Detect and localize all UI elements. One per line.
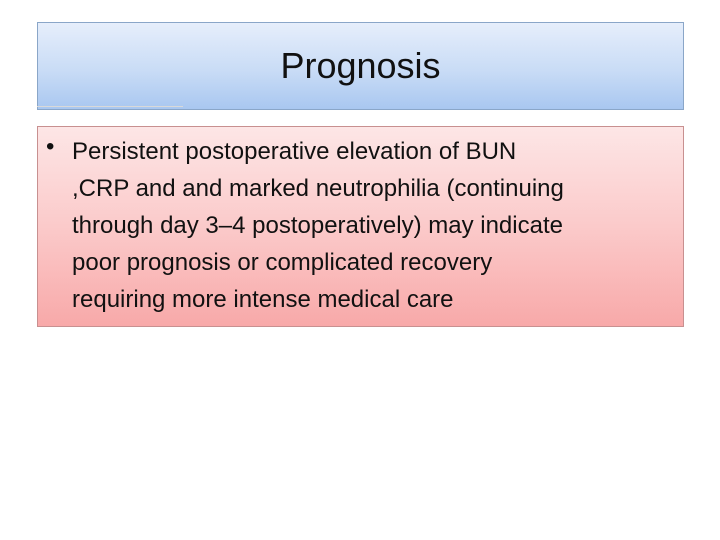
text-line: poor prognosis or complicated recovery bbox=[72, 249, 493, 276]
title-box: Prognosis bbox=[37, 22, 684, 110]
text-line: through day 3–4 postoperatively) may ind… bbox=[72, 212, 563, 239]
text-line: requiring more intense medical care bbox=[72, 286, 454, 313]
text-line: ,CRP and and marked neutrophilia (contin… bbox=[72, 175, 564, 202]
title: Prognosis bbox=[280, 45, 441, 86]
divider bbox=[37, 106, 183, 107]
bullet-text: Persistent postoperative elevation of BU… bbox=[72, 133, 564, 318]
content-box: • Persistent postoperative elevation of … bbox=[37, 126, 684, 327]
bullet-marker: • bbox=[46, 133, 55, 160]
text-line: Persistent postoperative elevation of BU… bbox=[72, 138, 517, 165]
